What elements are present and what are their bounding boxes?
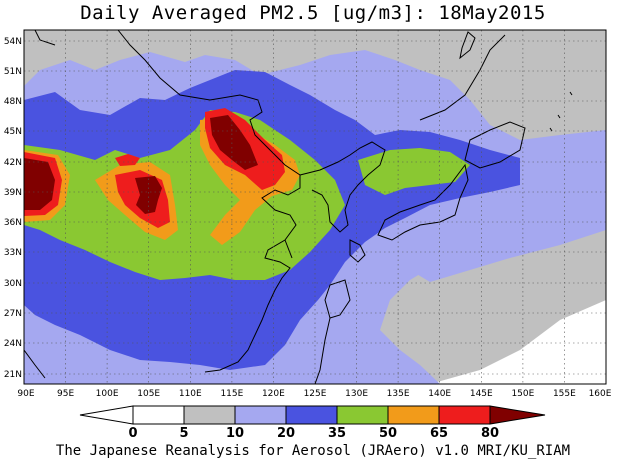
lat-tick-label: 36N: [4, 218, 22, 228]
lat-tick-label: 21N: [4, 370, 22, 380]
band-10-20-ne: [410, 178, 606, 282]
lat-tick-label: 27N: [4, 309, 22, 319]
lon-tick-label: 160E: [589, 389, 612, 399]
colorbar-label: 50: [379, 426, 397, 441]
map-frame: [23, 29, 607, 385]
colorbar-label: 35: [328, 426, 346, 441]
lat-tick-label: 45N: [4, 127, 22, 137]
colorbar-segment-35-50: [336, 405, 389, 425]
lat-tick-label: 54N: [4, 37, 22, 47]
band-80-north: [210, 115, 258, 170]
map-title: Daily Averaged PM2.5 [ug/m3]: 18May2015: [80, 2, 546, 24]
lat-tick-label: 24N: [4, 339, 22, 349]
band-35-50-korea: [358, 148, 470, 195]
band-65-80-small: [115, 154, 140, 166]
colorbar-segment-10-20: [234, 405, 287, 425]
coastlines: [24, 30, 573, 384]
lat-tick-label: 39N: [4, 188, 22, 198]
lon-tick-label: 90E: [17, 389, 34, 399]
lon-tick-label: 155E: [553, 389, 576, 399]
lat-tick-label: 42N: [4, 158, 22, 168]
lon-tick-label: 100E: [96, 389, 119, 399]
colorbar-label: 5: [179, 426, 188, 441]
lon-tick-label: 140E: [428, 389, 451, 399]
colorbar-label: 80: [481, 426, 499, 441]
colorbar-label: 0: [128, 426, 137, 441]
colorbar-low-arrow: [79, 405, 134, 425]
lon-tick-label: 120E: [262, 389, 285, 399]
lon-tick-label: 135E: [387, 389, 410, 399]
lon-tick-label: 125E: [304, 389, 327, 399]
band-80-center: [135, 176, 162, 214]
band-80-west: [24, 158, 55, 210]
lon-tick-label: 150E: [511, 389, 534, 399]
gridlines: [24, 30, 606, 384]
lon-tick-label: 115E: [220, 389, 243, 399]
colorbar-segment-0-5: [132, 405, 185, 425]
lon-tick-label: 110E: [179, 389, 202, 399]
colorbar-label: 10: [226, 426, 244, 441]
lat-tick-label: 48N: [4, 97, 22, 107]
lat-tick-label: 33N: [4, 248, 22, 258]
longitude-axis: 90E 95E 100E 105E 110E 115E 120E 125E 13…: [17, 389, 611, 399]
lon-tick-label: 145E: [470, 389, 493, 399]
lon-tick-label: 130E: [345, 389, 368, 399]
lon-tick-label: 105E: [137, 389, 160, 399]
lon-tick-label: 95E: [57, 389, 74, 399]
colorbar: 0 5 10 20 35 50 65 80: [79, 405, 546, 441]
lat-tick-label: 30N: [4, 279, 22, 289]
colorbar-segment-20-35: [285, 405, 338, 425]
source-footer: The Japanese Reanalysis for Aerosol (JRA…: [55, 443, 571, 459]
colorbar-high-arrow: [489, 405, 546, 425]
lat-tick-label: 51N: [4, 67, 22, 77]
latitude-axis: 54N 51N 48N 45N 42N 39N 36N 33N 30N 27N …: [4, 37, 22, 380]
colorbar-segment-65-80: [438, 405, 491, 425]
colorbar-label: 65: [430, 426, 448, 441]
colorbar-label: 20: [277, 426, 295, 441]
colorbar-segment-5-10: [183, 405, 236, 425]
colorbar-segment-50-65: [387, 405, 440, 425]
